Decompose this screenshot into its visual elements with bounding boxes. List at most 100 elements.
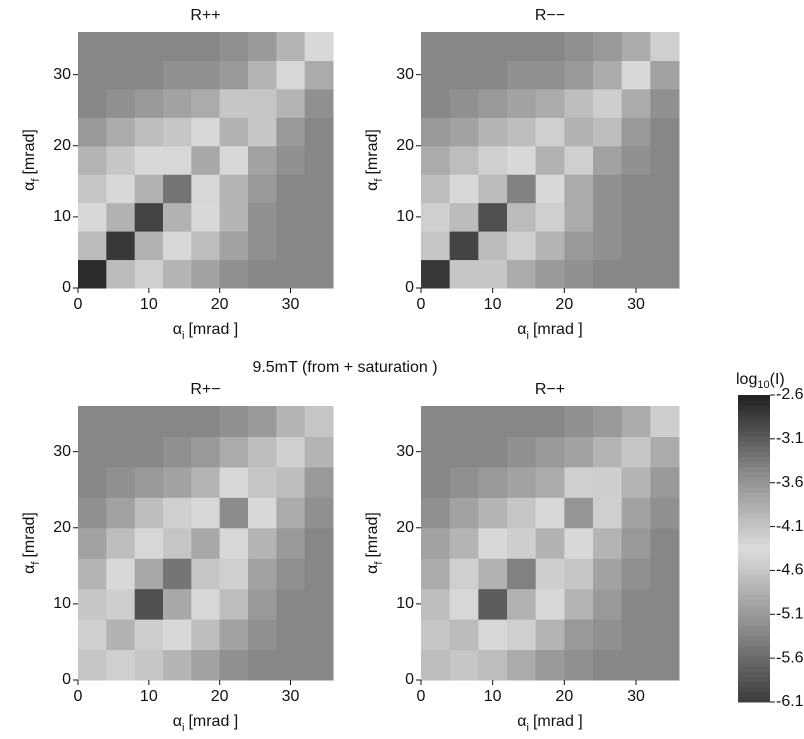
heat-cell xyxy=(421,588,451,620)
heat-cell xyxy=(478,466,508,498)
colorbar-step xyxy=(738,548,770,555)
heat-cell xyxy=(421,88,451,118)
heat-cell xyxy=(421,466,451,498)
colorbar-step xyxy=(738,497,770,503)
heat-cell xyxy=(276,588,306,620)
heat-cell xyxy=(276,202,306,232)
x-tick-label: 10 xyxy=(140,296,158,313)
colorbar-step xyxy=(738,502,770,509)
heat-cell xyxy=(191,466,221,498)
x-tick-label: 0 xyxy=(74,688,83,705)
colorbar-step xyxy=(738,435,770,442)
heat-cell xyxy=(78,406,107,437)
colorbar-step xyxy=(738,594,770,601)
heat-cell xyxy=(78,202,107,232)
colorbar-step xyxy=(738,430,770,437)
heat-cell xyxy=(593,527,623,559)
heat-cell xyxy=(449,466,479,498)
heat-cell xyxy=(593,145,623,175)
heat-cell xyxy=(106,88,136,118)
heat-cell xyxy=(593,60,623,90)
heat-cell xyxy=(507,466,537,498)
heat-cell xyxy=(478,259,508,289)
heat-cell xyxy=(621,60,651,90)
heat-cell xyxy=(507,406,537,437)
heat-cell xyxy=(421,558,451,590)
heat-cell xyxy=(535,558,565,590)
heat-cell xyxy=(191,145,221,175)
heat-cell xyxy=(219,60,249,90)
heat-cell xyxy=(478,231,508,261)
heat-cell xyxy=(535,406,565,437)
heat-cell xyxy=(78,497,107,529)
heat-cell xyxy=(478,174,508,204)
x-tick-label: 0 xyxy=(74,296,83,313)
heat-cell xyxy=(219,497,249,529)
y-axis-label-unit: [mrad] xyxy=(21,512,38,557)
heat-cell xyxy=(106,558,136,590)
heat-cell xyxy=(276,619,306,651)
heat-cell xyxy=(134,497,164,529)
heat-cell xyxy=(304,259,334,289)
heat-cell xyxy=(650,88,680,118)
heat-cell xyxy=(650,527,680,559)
heat-cell xyxy=(78,466,107,498)
y-tick-label: 0 xyxy=(62,671,71,688)
heat-cell xyxy=(650,466,680,498)
heat-cell xyxy=(507,32,537,61)
heat-cell xyxy=(191,174,221,204)
colorbar-step xyxy=(738,487,770,493)
heat-cell xyxy=(78,436,107,468)
colorbar-tick-label: -4.6 xyxy=(776,562,804,579)
heat-cell xyxy=(248,117,277,147)
heat-cell xyxy=(621,436,651,468)
heat-cell xyxy=(650,32,680,61)
heat-cell xyxy=(564,145,594,175)
heat-cell xyxy=(248,406,277,437)
colorbar-tick-label: -6.1 xyxy=(776,693,804,710)
heat-cell xyxy=(621,649,651,681)
heat-cell xyxy=(650,588,680,620)
colorbar-step xyxy=(738,563,770,570)
y-tick-label: 10 xyxy=(53,595,71,612)
heat-cell xyxy=(276,231,306,261)
y-tick-label: 10 xyxy=(396,595,414,612)
x-tick-label: 20 xyxy=(555,296,573,313)
heat-cell xyxy=(564,259,594,289)
heat-cell xyxy=(535,32,565,61)
heat-cell xyxy=(134,527,164,559)
heat-cell xyxy=(449,497,479,529)
colorbar-step xyxy=(738,661,770,667)
heat-cell xyxy=(421,619,451,651)
heat-cell xyxy=(163,117,192,147)
heat-cell xyxy=(621,259,651,289)
heat-cell xyxy=(191,527,221,559)
y-axis-label-sub: f xyxy=(373,178,385,182)
colorbar-step xyxy=(738,400,770,406)
heat-cell xyxy=(134,32,164,61)
heat-cell xyxy=(248,466,277,498)
heat-cell xyxy=(449,558,479,590)
heat-cell xyxy=(421,145,451,175)
heat-cell xyxy=(248,497,277,529)
heat-cell xyxy=(449,32,479,61)
heat-cell xyxy=(535,259,565,289)
heat-cell xyxy=(219,145,249,175)
colorbar-step xyxy=(738,492,770,498)
heat-cell xyxy=(507,649,537,681)
heat-cell xyxy=(593,231,623,261)
heat-cell xyxy=(304,588,334,620)
colorbar-step xyxy=(738,691,770,698)
heat-cell xyxy=(593,619,623,651)
heat-cell xyxy=(163,202,192,232)
heat-cell xyxy=(535,88,565,118)
heat-cell xyxy=(564,406,594,437)
colorbar-step xyxy=(738,481,770,488)
x-axis-label: αi [mrad ] xyxy=(517,321,583,342)
heat-cell xyxy=(478,32,508,61)
x-axis-label: αi [mrad ] xyxy=(173,321,239,342)
x-axis-label-symbol: α xyxy=(173,713,182,730)
caption: 9.5mT (from + saturation ) xyxy=(252,359,437,376)
heat-cell xyxy=(449,406,479,437)
heat-cell xyxy=(449,117,479,147)
